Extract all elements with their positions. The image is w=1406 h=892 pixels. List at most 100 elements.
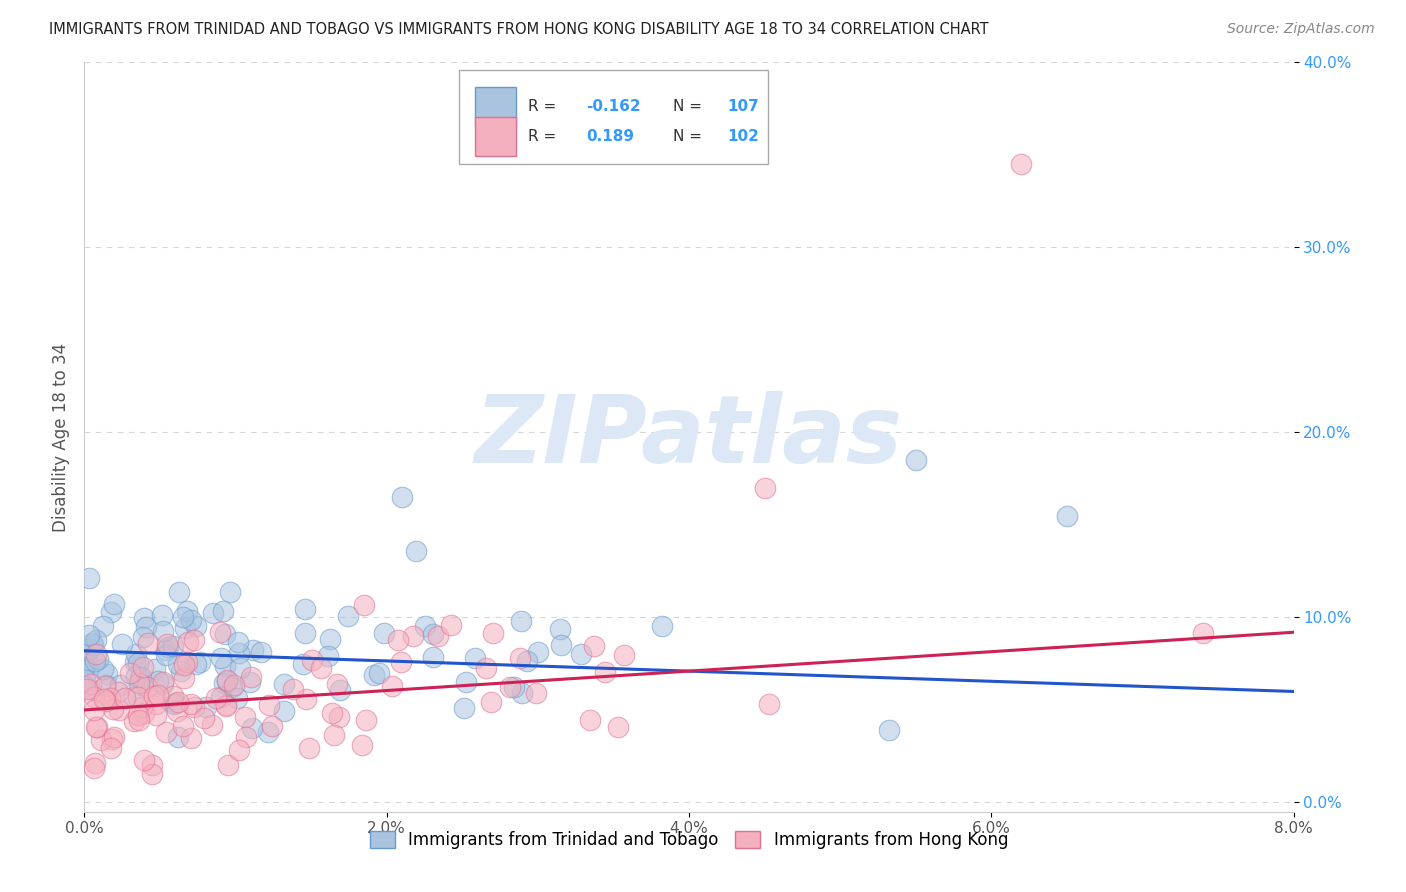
Point [291, 657, 314, 672]
Point [240, 721, 263, 735]
Point [100, 740, 122, 755]
Point [651, 619, 673, 633]
Point [426, 629, 449, 643]
Point [226, 690, 249, 705]
Point [80, 636, 103, 650]
Y-axis label: Disability Age 18 to 34: Disability Age 18 to 34 [52, 343, 70, 532]
Point [295, 691, 318, 706]
Point [201, 606, 224, 620]
Point [73, 679, 96, 693]
Point [217, 758, 239, 772]
Point [758, 697, 780, 711]
Point [214, 627, 236, 641]
Point [173, 621, 195, 635]
Point [319, 632, 342, 646]
Point [162, 639, 184, 653]
Point [125, 648, 148, 662]
Point [311, 661, 333, 675]
Point [499, 680, 522, 694]
Point [73, 659, 96, 673]
Point [143, 662, 166, 676]
Point [1056, 508, 1078, 523]
Point [550, 638, 572, 652]
Point [101, 702, 124, 716]
Point [83, 761, 105, 775]
Point [152, 674, 174, 689]
Point [98, 691, 121, 706]
Point [108, 704, 131, 718]
Point [127, 657, 149, 671]
Point [155, 643, 177, 657]
FancyBboxPatch shape [460, 70, 768, 163]
Point [156, 637, 179, 651]
Point [75, 673, 97, 687]
Point [155, 725, 177, 739]
Point [96, 667, 118, 681]
Point [100, 732, 122, 747]
Point [209, 651, 232, 665]
Point [77, 641, 100, 656]
Point [194, 699, 217, 714]
Point [76, 656, 98, 670]
Point [204, 690, 226, 705]
Point [83, 690, 105, 704]
Point [214, 659, 236, 673]
Point [228, 646, 250, 660]
Point [172, 719, 194, 733]
Point [84, 647, 107, 661]
Point [381, 679, 404, 693]
Text: N =: N = [673, 99, 707, 114]
Point [176, 655, 198, 669]
Point [405, 544, 427, 558]
Point [219, 585, 242, 599]
Point [146, 674, 169, 689]
Point [367, 666, 389, 681]
Point [173, 671, 195, 685]
Point [389, 655, 412, 669]
Point [169, 664, 191, 678]
Point [184, 657, 207, 672]
Point [90, 732, 112, 747]
Point [82, 638, 104, 652]
Point [128, 676, 150, 690]
Point [201, 717, 224, 731]
Point [76, 682, 98, 697]
Point [1192, 626, 1215, 640]
Point [183, 700, 205, 714]
Point [214, 698, 236, 713]
Point [103, 597, 125, 611]
Point [127, 690, 149, 705]
Point [76, 663, 98, 677]
Point [141, 767, 163, 781]
Point [250, 645, 273, 659]
Point [391, 490, 413, 504]
Point [122, 690, 145, 704]
Point [440, 618, 463, 632]
Point [93, 691, 115, 706]
Point [108, 677, 131, 691]
Point [242, 643, 264, 657]
Text: IMMIGRANTS FROM TRINIDAD AND TOBAGO VS IMMIGRANTS FROM HONG KONG DISABILITY AGE : IMMIGRANTS FROM TRINIDAD AND TOBAGO VS I… [49, 22, 988, 37]
Point [475, 660, 498, 674]
Point [136, 636, 159, 650]
Point [193, 711, 215, 725]
Point [463, 650, 485, 665]
Point [162, 690, 184, 704]
Point [363, 668, 385, 682]
Point [208, 624, 231, 639]
Point [422, 649, 444, 664]
Point [273, 705, 295, 719]
Point [124, 655, 146, 669]
Point [613, 648, 636, 662]
Point [209, 690, 232, 704]
Point [180, 697, 202, 711]
Point [127, 708, 149, 723]
Point [607, 720, 630, 734]
Point [183, 632, 205, 647]
Point [336, 609, 359, 624]
Point [1011, 157, 1033, 171]
Point [141, 758, 163, 772]
Point [176, 604, 198, 618]
Point [129, 672, 152, 686]
Point [294, 601, 316, 615]
